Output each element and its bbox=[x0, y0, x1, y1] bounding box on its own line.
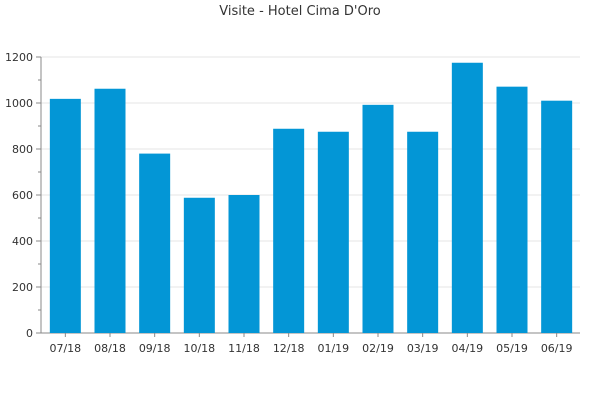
bar-02-19 bbox=[362, 104, 394, 333]
x-tick-label: 12/18 bbox=[273, 342, 305, 355]
bar-09-18 bbox=[139, 153, 171, 333]
x-tick-label: 06/19 bbox=[541, 342, 573, 355]
y-tick-label: 800 bbox=[12, 143, 33, 156]
x-tick-label: 07/18 bbox=[49, 342, 81, 355]
y-tick-label: 200 bbox=[12, 281, 33, 294]
y-tick-label: 400 bbox=[12, 235, 33, 248]
y-tick-label: 1000 bbox=[5, 97, 33, 110]
bar-05-19 bbox=[496, 86, 528, 333]
x-tick-label: 03/19 bbox=[407, 342, 439, 355]
bar-03-19 bbox=[407, 131, 439, 333]
x-tick-label: 11/18 bbox=[228, 342, 260, 355]
x-tick-label: 10/18 bbox=[183, 342, 215, 355]
x-tick-label: 02/19 bbox=[362, 342, 394, 355]
x-tick-label: 05/19 bbox=[496, 342, 528, 355]
x-tick-label: 09/18 bbox=[139, 342, 171, 355]
bar-08-18 bbox=[94, 88, 126, 334]
x-tick-label: 01/19 bbox=[317, 342, 349, 355]
bar-07-18 bbox=[49, 98, 81, 333]
chart-title: Visite - Hotel Cima D'Oro bbox=[219, 4, 381, 19]
bar-11-18 bbox=[228, 195, 260, 333]
bar-01-19 bbox=[317, 131, 349, 333]
y-tick-label: 600 bbox=[12, 189, 33, 202]
x-tick-label: 04/19 bbox=[451, 342, 483, 355]
bar-10-18 bbox=[183, 197, 215, 333]
x-tick-label: 08/18 bbox=[94, 342, 126, 355]
bar-06-19 bbox=[541, 100, 573, 333]
bar-12-18 bbox=[273, 128, 305, 333]
y-tick-label: 1200 bbox=[5, 51, 33, 64]
bar-04-19 bbox=[451, 62, 483, 333]
y-tick-label: 0 bbox=[26, 327, 33, 340]
